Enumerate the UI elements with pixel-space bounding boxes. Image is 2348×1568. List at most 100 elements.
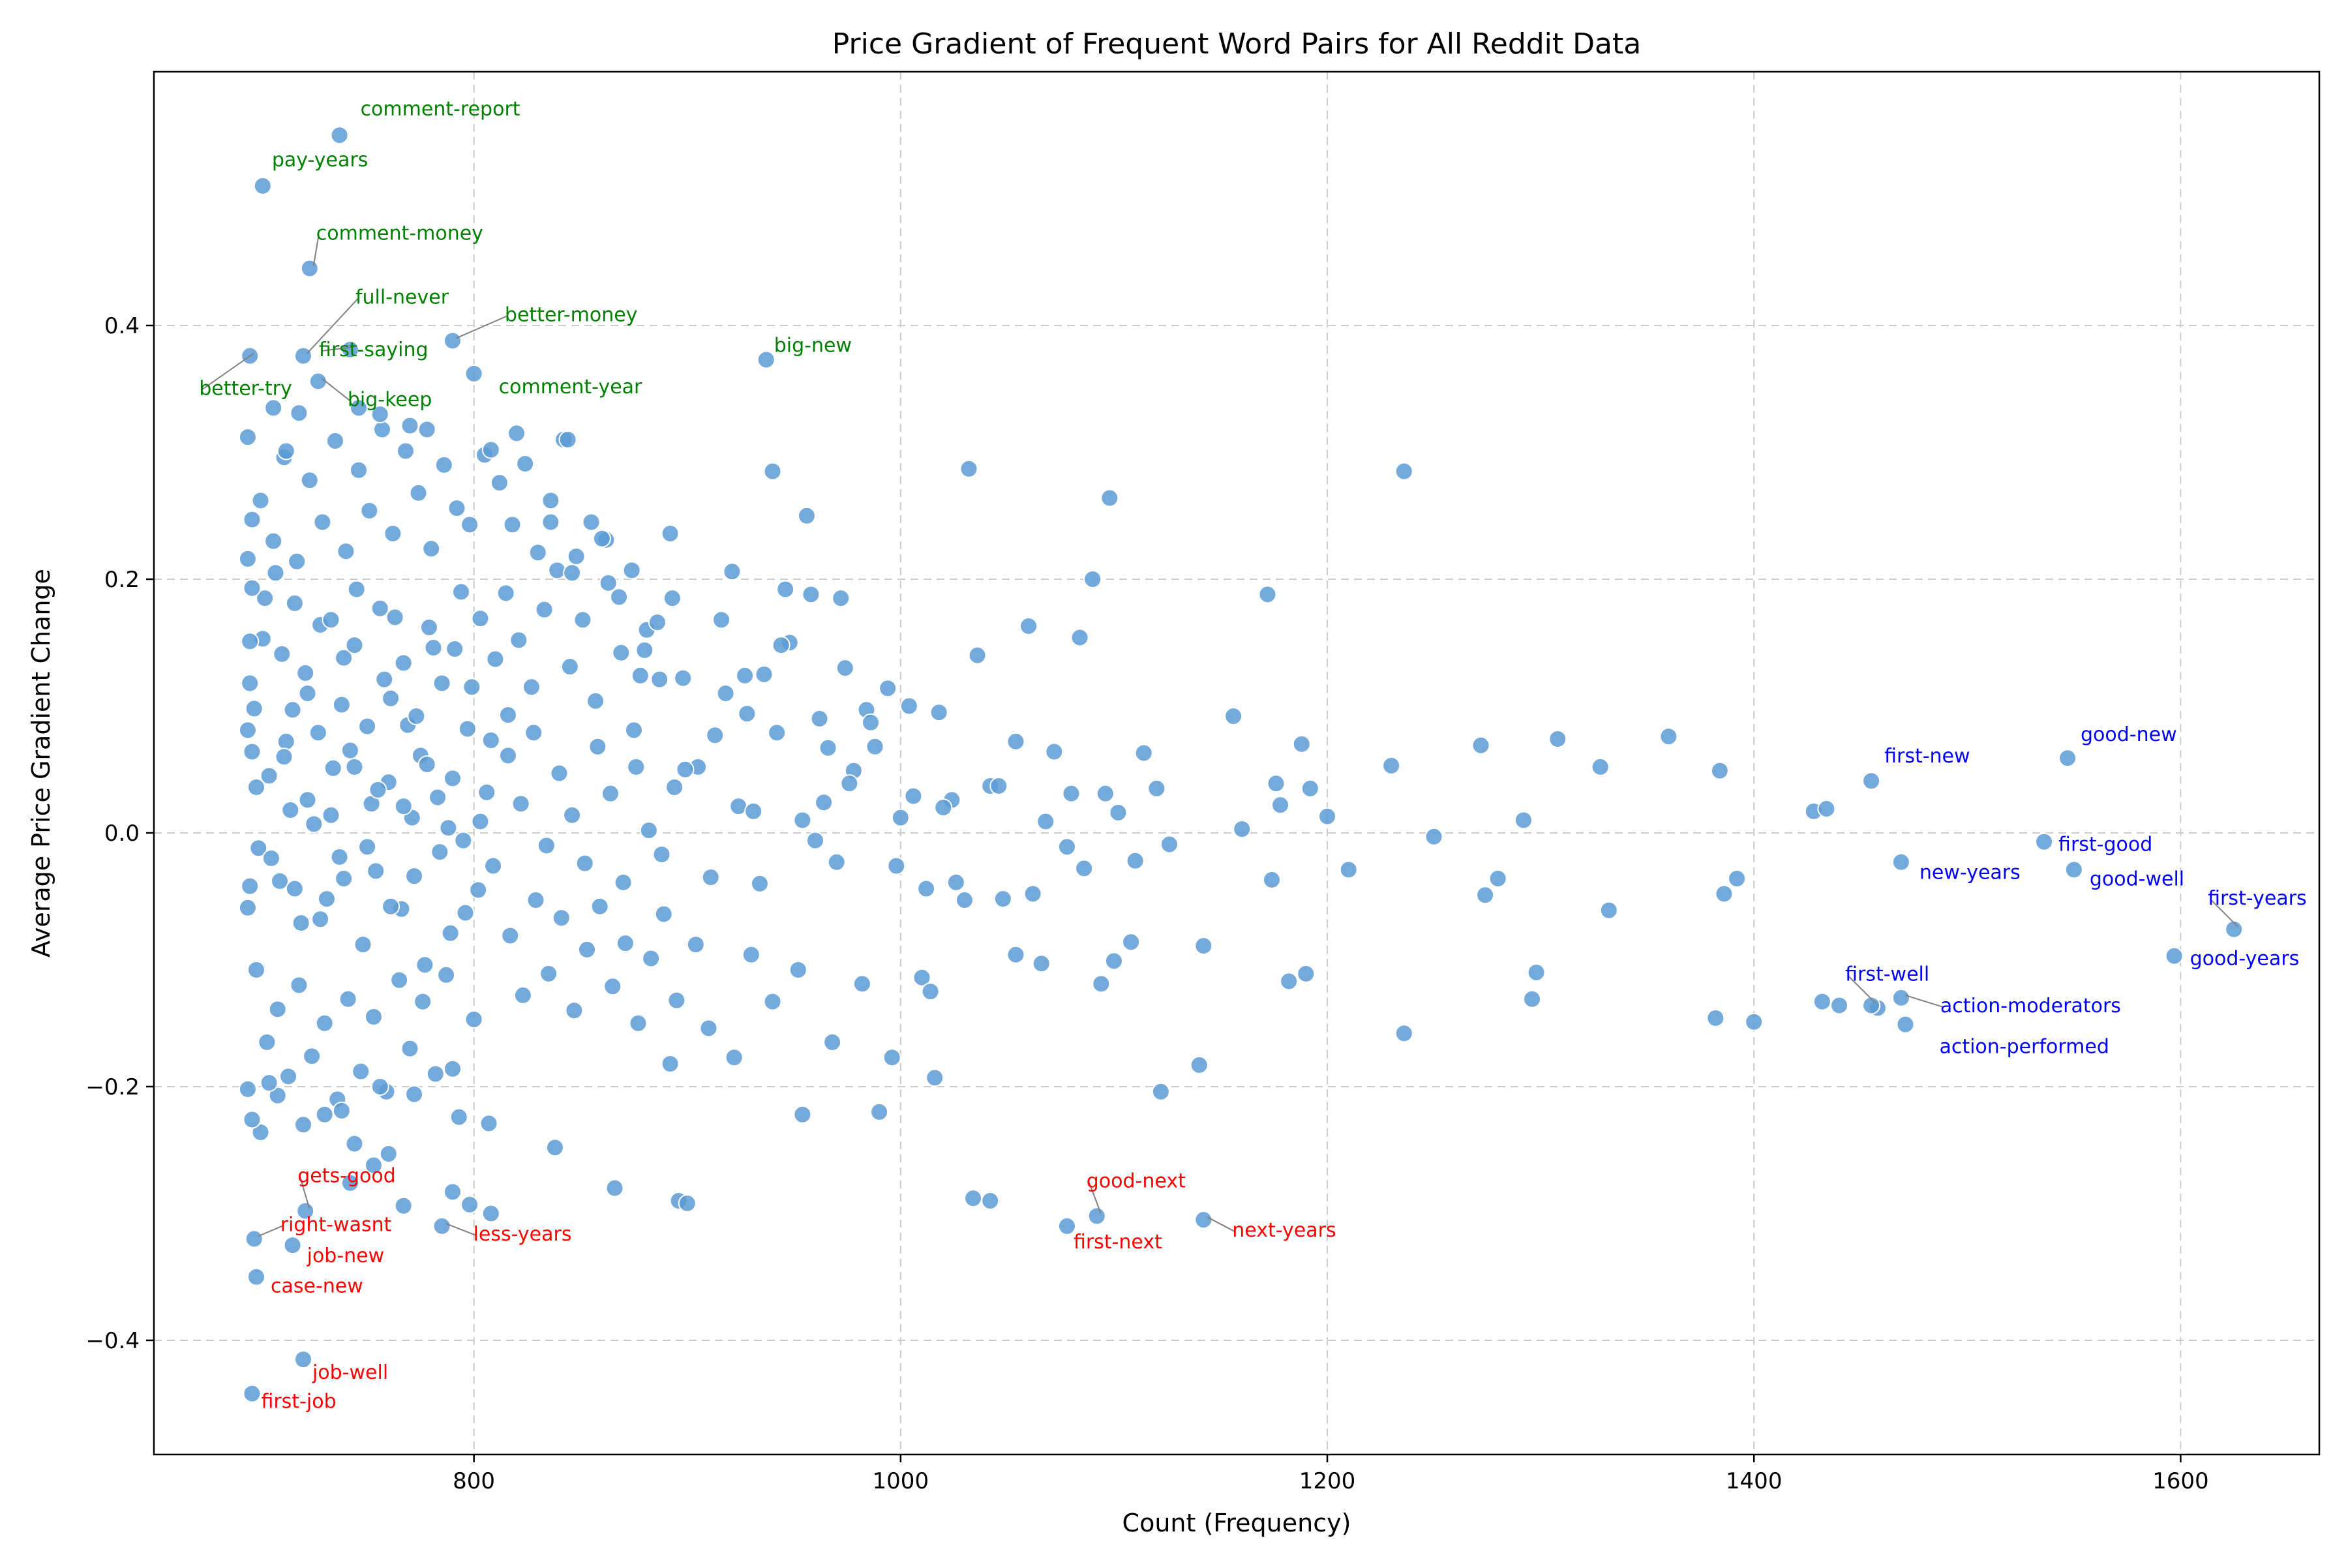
annotated-point: [245, 1229, 263, 1248]
data-point: [1523, 989, 1542, 1008]
data-point: [1548, 730, 1567, 749]
annotation-label: better-try: [199, 378, 292, 400]
data-point: [835, 659, 854, 678]
data-point: [414, 992, 432, 1011]
data-point: [332, 1101, 351, 1120]
data-point: [335, 648, 354, 667]
data-point: [573, 611, 592, 629]
data-point: [294, 1115, 312, 1134]
data-point: [603, 977, 622, 996]
data-point: [1599, 901, 1618, 920]
data-point: [1100, 489, 1119, 507]
data-point: [912, 968, 931, 987]
data-point: [350, 460, 369, 479]
data-point: [815, 793, 834, 812]
annotations: comment-report pay-years comment-money full…: [199, 98, 2306, 1413]
data-point: [650, 670, 669, 689]
data-point: [535, 600, 554, 619]
data-point: [238, 1079, 257, 1098]
annotated-point: [294, 346, 312, 365]
data-point: [789, 961, 807, 980]
data-point: [439, 819, 458, 837]
data-point: [772, 636, 790, 655]
data-point: [486, 650, 505, 669]
data-point: [256, 589, 275, 608]
data-point: [449, 1108, 468, 1126]
data-point: [372, 420, 391, 439]
data-point: [260, 766, 278, 785]
data-point: [400, 416, 419, 435]
data-point: [1096, 784, 1115, 803]
annotation-label: case-new: [271, 1275, 363, 1298]
data-point: [360, 501, 379, 520]
data-point: [339, 989, 357, 1008]
annotation-label: action-performed: [1939, 1036, 2109, 1059]
data-point: [1514, 811, 1533, 830]
annotation-arrow: [445, 1222, 476, 1236]
annotation-label: good-new: [2081, 723, 2177, 746]
data-point: [934, 798, 953, 817]
data-point: [955, 891, 974, 910]
data-point: [279, 1067, 298, 1086]
annotated-point: [432, 1216, 451, 1235]
data-point: [238, 898, 257, 917]
data-point: [1591, 757, 1610, 776]
data-point: [1006, 732, 1025, 751]
annotation-label: first-good: [2058, 834, 2152, 856]
data-point: [345, 636, 364, 655]
data-point: [335, 869, 354, 888]
data-point: [793, 1105, 812, 1124]
data-point: [1488, 869, 1507, 888]
y-axis-label: Average Price Gradient Change: [27, 569, 55, 957]
data-point: [443, 1059, 462, 1078]
data-point: [612, 643, 631, 662]
data-point: [642, 949, 661, 968]
annotated-point: [2058, 749, 2077, 768]
y-tick-label: −0.2: [85, 1074, 140, 1100]
data-point: [686, 935, 705, 954]
data-point: [441, 924, 460, 942]
annotated-point: [1862, 996, 1881, 1015]
data-point: [674, 669, 693, 687]
data-point: [652, 845, 671, 864]
data-point: [862, 713, 880, 732]
annotation-arrow: [312, 234, 320, 266]
annotated-point: [1087, 1207, 1106, 1226]
data-point: [929, 703, 948, 722]
data-point: [507, 424, 526, 443]
data-point: [1036, 812, 1055, 831]
data-point: [370, 599, 389, 618]
data-point: [1394, 462, 1413, 481]
data-point: [891, 808, 910, 827]
data-point: [481, 731, 500, 749]
annotation-arrow: [1207, 1216, 1235, 1233]
data-point: [498, 746, 517, 765]
annotated-point: [443, 331, 462, 350]
data-point: [852, 974, 871, 993]
data-point: [385, 608, 404, 627]
data-point: [712, 611, 731, 629]
data-point: [422, 539, 441, 558]
data-point: [776, 580, 795, 599]
data-point: [528, 543, 547, 562]
data-point: [599, 573, 618, 592]
data-point: [1062, 784, 1081, 803]
data-point: [407, 707, 426, 726]
data-point: [1659, 727, 1678, 746]
data-point: [624, 721, 643, 740]
data-point: [317, 890, 336, 909]
annotation-label: first-job: [261, 1391, 336, 1413]
data-point: [1267, 774, 1286, 793]
data-point: [243, 1110, 262, 1129]
data-point: [238, 428, 257, 447]
annotation-arrow: [299, 1177, 310, 1209]
annotated-point: [1891, 852, 1910, 871]
data-point: [288, 552, 307, 571]
annotation-arrow: [1847, 974, 1876, 1004]
data-point: [462, 678, 481, 697]
data-point: [661, 1054, 680, 1073]
data-point: [281, 800, 300, 819]
data-point: [526, 891, 545, 910]
data-point: [1104, 952, 1123, 971]
